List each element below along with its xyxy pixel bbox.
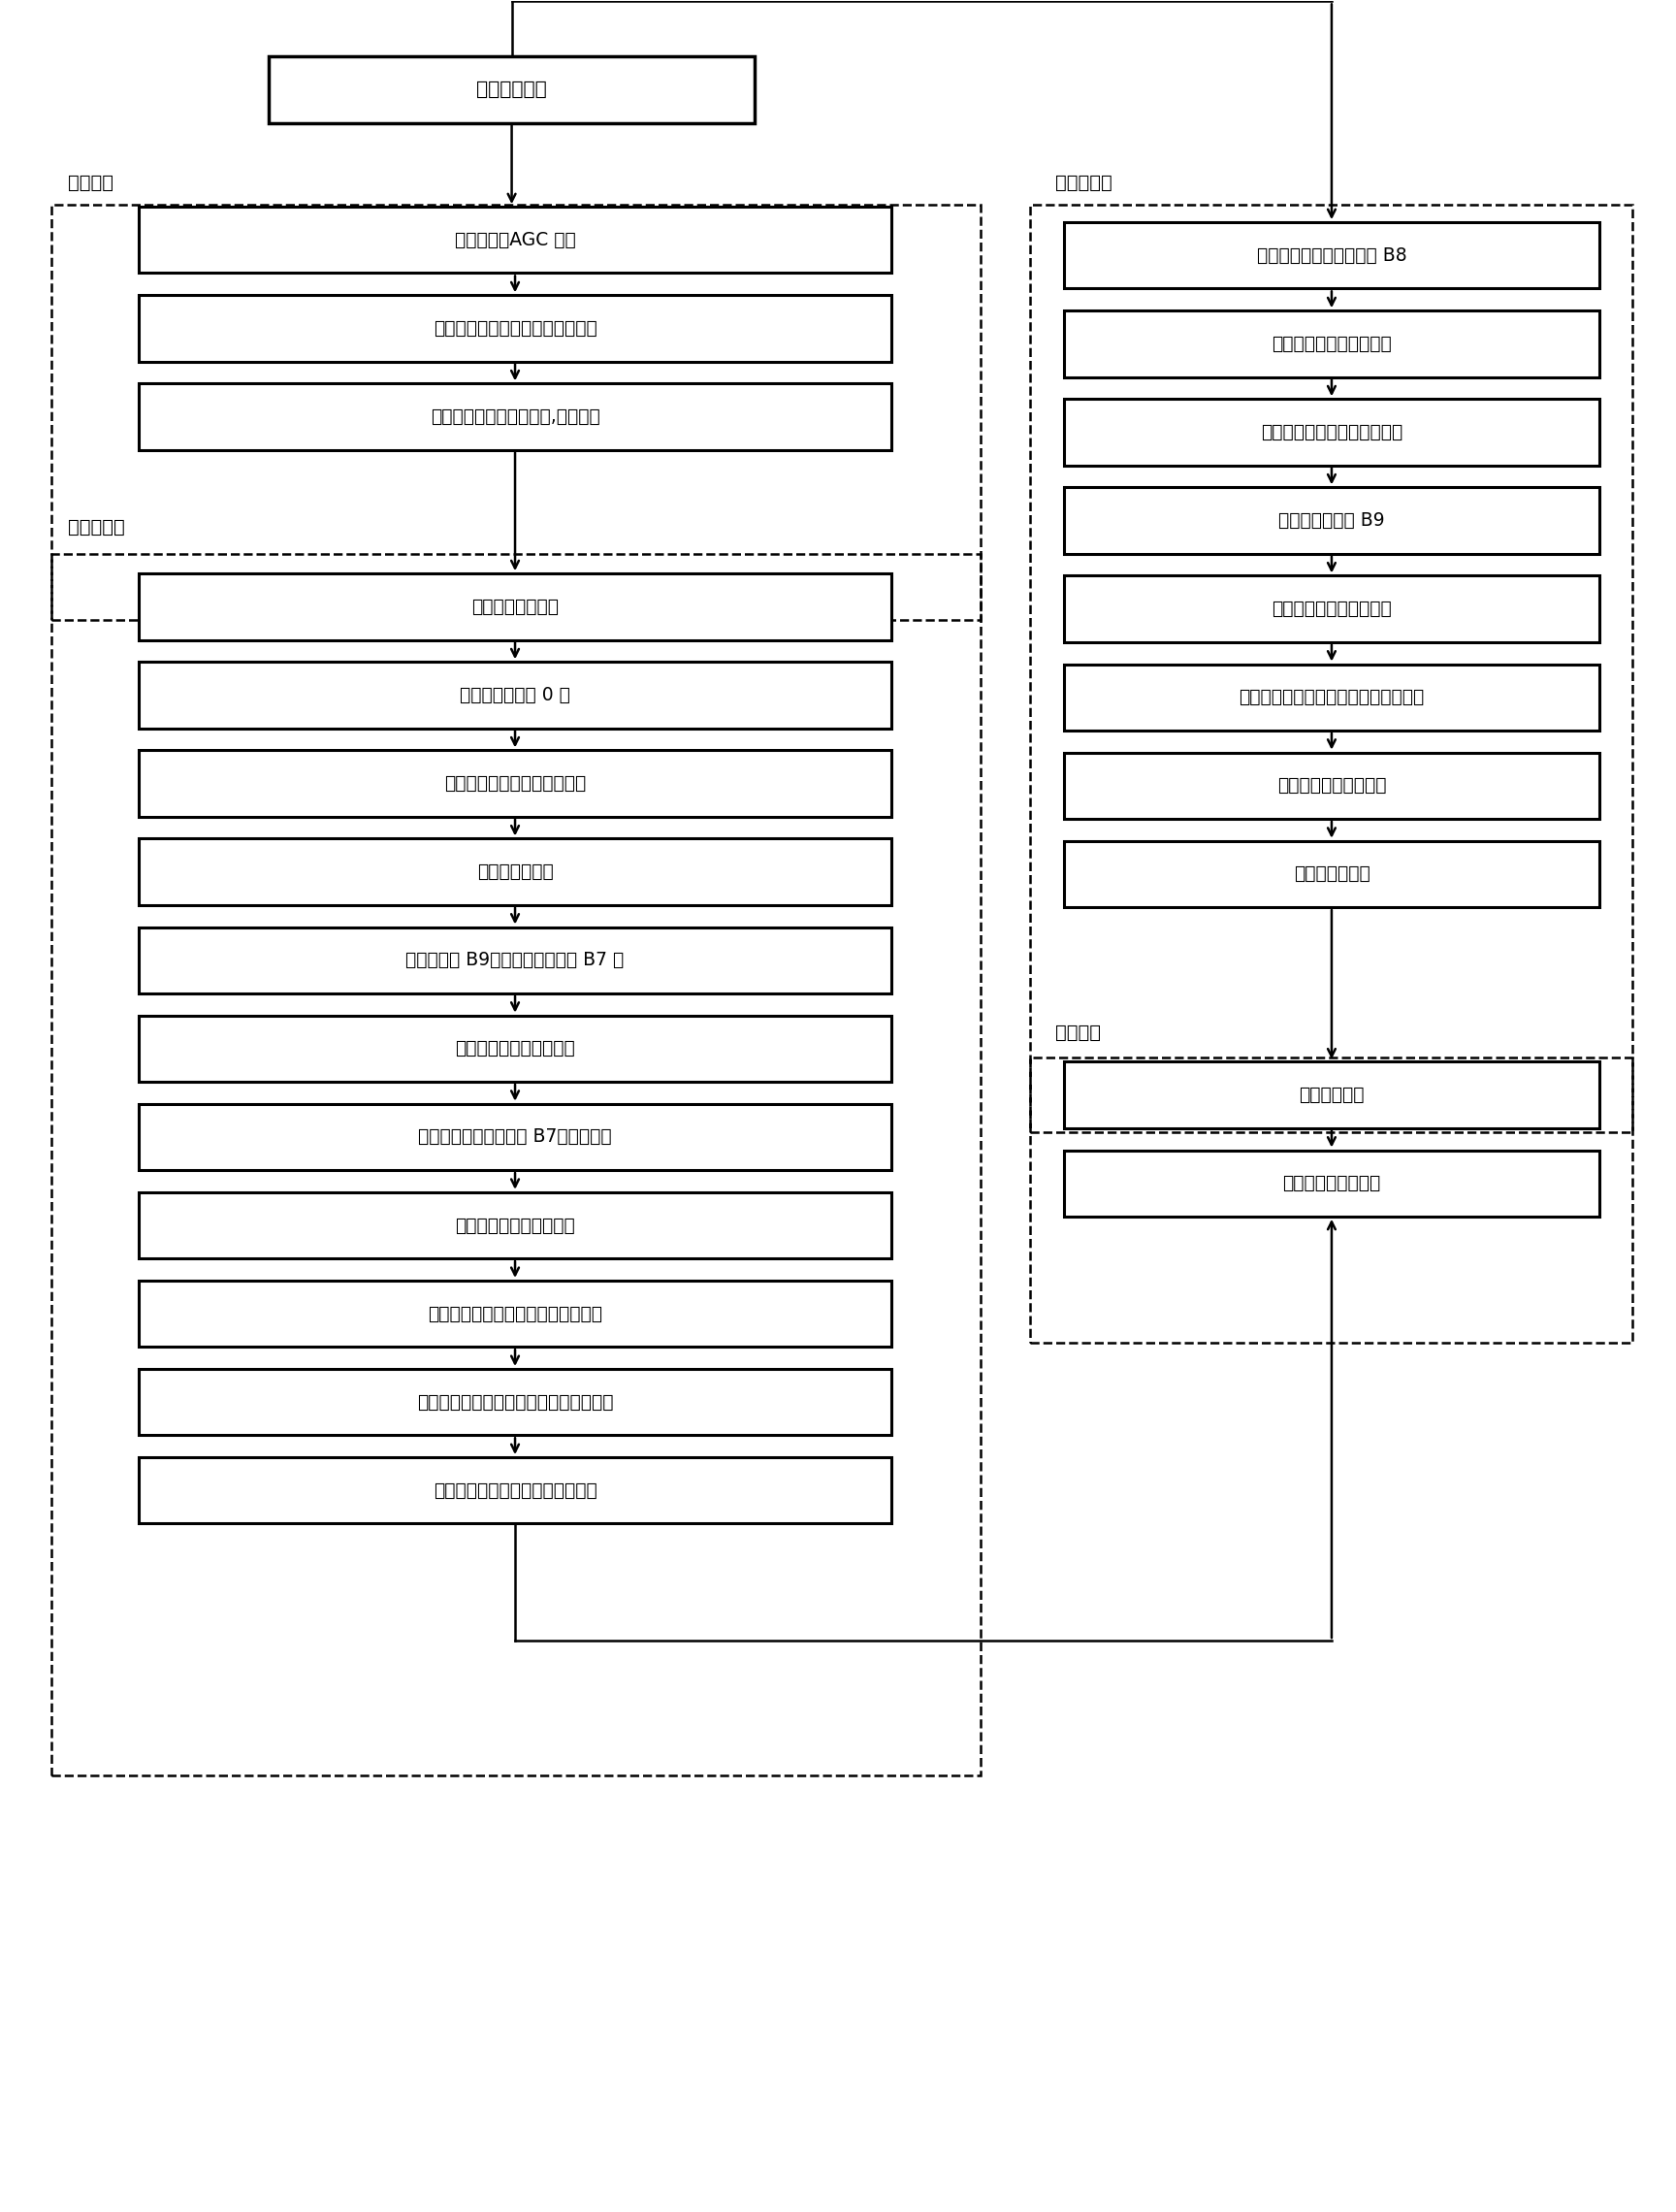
Bar (139, 750, 892, 816)
Text: 下阶梯垫移动到设定位、小车脱离工作辊: 下阶梯垫移动到设定位、小车脱离工作辊 (417, 1394, 613, 1411)
Text: 小车拉出上下工作辊、下支撑辊提升: 小车拉出上下工作辊、下支撑辊提升 (427, 1305, 602, 1323)
Text: 上工作辊平衡、上支撑辊平衡: 上工作辊平衡、上支撑辊平衡 (1260, 422, 1403, 442)
Text: 导位装置打进: 导位装置打进 (1299, 1086, 1364, 1104)
Text: 自动换辊开始: 自动换辊开始 (476, 80, 546, 100)
Text: 上工作辊平衡、上支撑辊提升: 上工作辊平衡、上支撑辊提升 (444, 774, 587, 792)
Text: 下辊卡板关闭、主轴打开: 下辊卡板关闭、主轴打开 (1272, 599, 1391, 617)
Bar (139, 927, 892, 993)
Text: 下辊轨道架提升: 下辊轨道架提升 (478, 863, 553, 880)
Text: 小车拉出下辊到落辊位 B7、上辊落辊: 小车拉出下辊到落辊位 B7、上辊落辊 (419, 1128, 612, 1146)
Text: 小车推进新上下工作辊到 B8: 小车推进新上下工作辊到 B8 (1257, 246, 1406, 265)
Bar (1064, 487, 1599, 553)
Text: 移动新辊对准机架、下支撑辊下降: 移动新辊对准机架、下支撑辊下降 (432, 1482, 597, 1500)
Text: 小车推进下辊到 B9: 小车推进下辊到 B9 (1279, 511, 1384, 529)
Text: 上下工作辊平衡: 上下工作辊平衡 (1294, 865, 1369, 883)
Text: 下辊主轴夹紧、卡板打开: 下辊主轴夹紧、卡板打开 (456, 1040, 575, 1057)
Bar (1064, 310, 1599, 376)
Text: 装新工作辊: 装新工作辊 (1056, 173, 1113, 192)
Bar (139, 294, 892, 361)
Bar (1064, 398, 1599, 465)
Bar (1031, 204, 1632, 1133)
Text: 上阶梯垫移动到 0 级: 上阶梯垫移动到 0 级 (459, 686, 570, 703)
Text: 活套放下、开冷却水: 活套放下、开冷却水 (1282, 1175, 1381, 1192)
Bar (139, 1015, 892, 1082)
Bar (270, 58, 754, 124)
Text: 导位装置退出、工作辊窜辊到零位: 导位装置退出、工作辊窜辊到零位 (432, 319, 597, 338)
Bar (1064, 752, 1599, 818)
Bar (1064, 1062, 1599, 1128)
Text: 活套抬起、AGC 卸压: 活套抬起、AGC 卸压 (454, 230, 575, 250)
Text: 工作辊对扁头、关冷却水,小车前进: 工作辊对扁头、关冷却水,小车前进 (431, 407, 600, 427)
Bar (1064, 1150, 1599, 1217)
Bar (1064, 664, 1599, 730)
Bar (139, 1369, 892, 1436)
Bar (139, 573, 892, 639)
Bar (139, 661, 892, 728)
Bar (139, 1281, 892, 1347)
Bar (139, 838, 892, 905)
Bar (139, 1104, 892, 1170)
Text: 轧辊准备: 轧辊准备 (1056, 1024, 1101, 1042)
Text: 换辊准备: 换辊准备 (69, 173, 114, 192)
Text: 小车后退、下辊轨道下降、上辊卸平衡: 小车后退、下辊轨道下降、上辊卸平衡 (1239, 688, 1425, 706)
Bar (1064, 575, 1599, 641)
Bar (52, 553, 980, 1776)
Bar (139, 1192, 892, 1259)
Text: 小车定位到 B9、自适应程序计算 B7 值: 小车定位到 B9、自适应程序计算 B7 值 (406, 951, 623, 969)
Text: 上阶梯垫移动到设定位: 上阶梯垫移动到设定位 (1277, 776, 1386, 794)
Text: 上辊主轴夹紧、卡板打开: 上辊主轴夹紧、卡板打开 (456, 1217, 575, 1234)
Bar (1064, 841, 1599, 907)
Bar (1064, 221, 1599, 288)
Bar (139, 206, 892, 272)
Bar (1031, 1057, 1632, 1343)
Text: 上辊卡板关闭、主轴打开: 上辊卡板关闭、主轴打开 (1272, 334, 1391, 354)
Bar (52, 204, 980, 619)
Text: 上下工作辊卸平衡: 上下工作辊卸平衡 (471, 597, 558, 615)
Text: 抽旧工作辊: 抽旧工作辊 (69, 518, 126, 535)
Bar (139, 383, 892, 449)
Bar (139, 1458, 892, 1524)
